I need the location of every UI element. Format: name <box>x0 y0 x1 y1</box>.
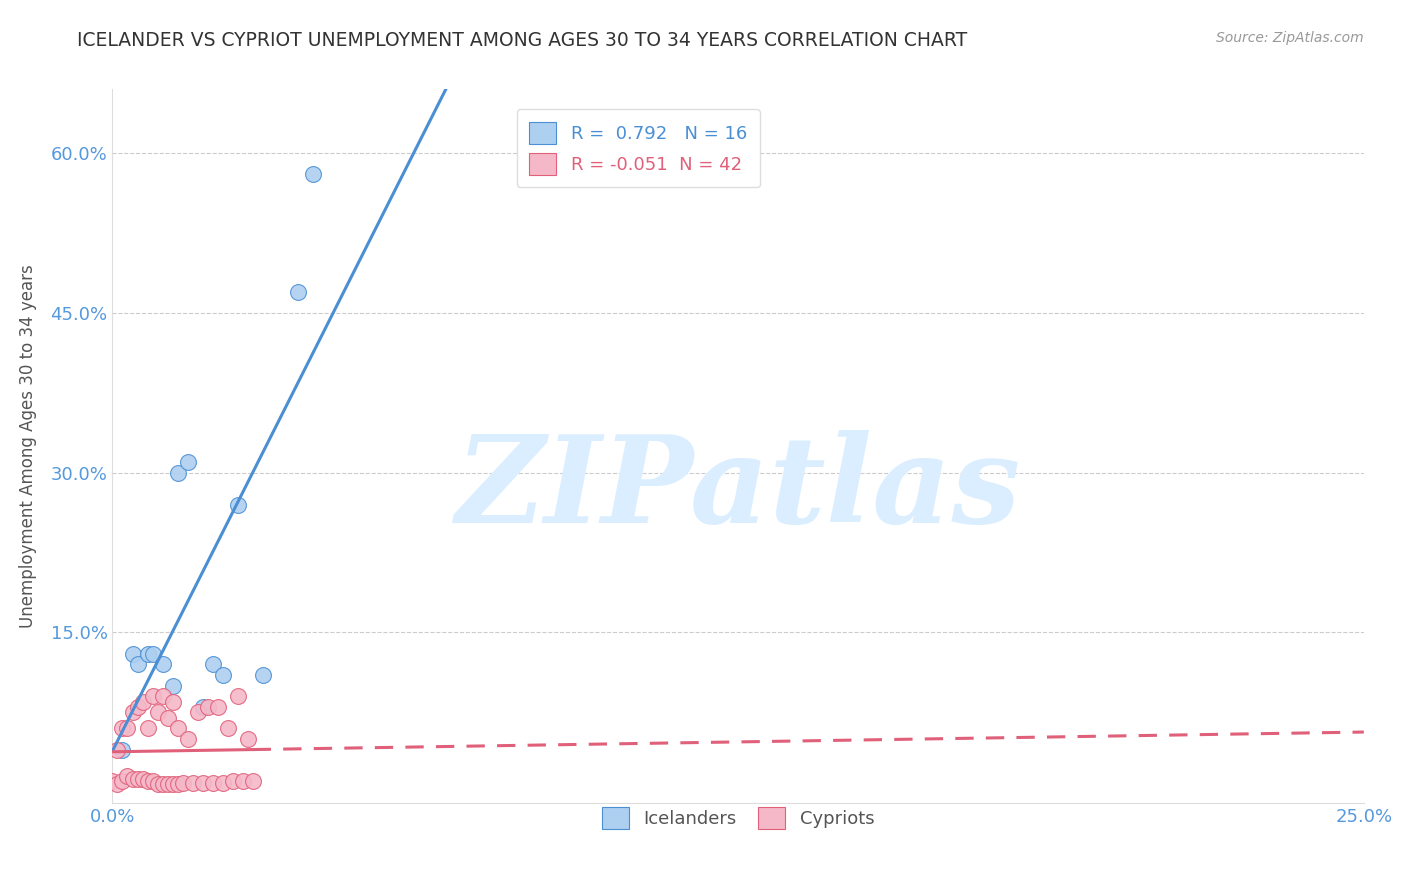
Point <box>121 706 143 720</box>
Point <box>141 647 163 661</box>
Point <box>127 772 149 787</box>
Point <box>152 690 174 704</box>
Point <box>127 657 149 672</box>
Point <box>176 455 198 469</box>
Point <box>166 466 188 480</box>
Point <box>197 700 219 714</box>
Point <box>107 777 129 791</box>
Point <box>107 742 129 756</box>
Point <box>211 668 233 682</box>
Point <box>232 774 254 789</box>
Point <box>131 695 153 709</box>
Point <box>121 647 143 661</box>
Point <box>141 690 163 704</box>
Point <box>176 731 198 746</box>
Point <box>152 777 174 791</box>
Point <box>162 695 184 709</box>
Point <box>191 775 214 789</box>
Point <box>101 774 124 789</box>
Point <box>191 700 214 714</box>
Legend: Icelanders, Cypriots: Icelanders, Cypriots <box>595 800 882 837</box>
Point <box>156 777 179 791</box>
Point <box>131 772 153 787</box>
Point <box>201 657 224 672</box>
Point <box>162 679 184 693</box>
Point <box>207 700 229 714</box>
Point <box>111 742 134 756</box>
Point <box>146 777 169 791</box>
Point <box>121 772 143 787</box>
Point <box>152 657 174 672</box>
Point <box>136 774 159 789</box>
Point <box>172 775 194 789</box>
Point <box>117 769 139 783</box>
Point <box>146 706 169 720</box>
Point <box>236 731 259 746</box>
Point <box>181 775 204 789</box>
Point <box>242 774 264 789</box>
Point <box>201 775 224 789</box>
Point <box>111 774 134 789</box>
Y-axis label: Unemployment Among Ages 30 to 34 years: Unemployment Among Ages 30 to 34 years <box>18 264 37 628</box>
Point <box>117 721 139 735</box>
Point <box>217 721 239 735</box>
Point <box>226 690 249 704</box>
Point <box>301 168 323 182</box>
Point <box>111 721 134 735</box>
Point <box>127 700 149 714</box>
Point <box>287 285 309 299</box>
Point <box>166 777 188 791</box>
Point <box>187 706 209 720</box>
Point <box>136 647 159 661</box>
Point <box>211 775 233 789</box>
Text: ICELANDER VS CYPRIOT UNEMPLOYMENT AMONG AGES 30 TO 34 YEARS CORRELATION CHART: ICELANDER VS CYPRIOT UNEMPLOYMENT AMONG … <box>77 31 967 50</box>
Text: ZIPatlas: ZIPatlas <box>456 430 1021 548</box>
Text: Source: ZipAtlas.com: Source: ZipAtlas.com <box>1216 31 1364 45</box>
Point <box>252 668 274 682</box>
Point <box>162 777 184 791</box>
Point <box>136 721 159 735</box>
Point <box>141 774 163 789</box>
Point <box>221 774 243 789</box>
Point <box>166 721 188 735</box>
Point <box>156 710 179 724</box>
Point <box>226 498 249 512</box>
